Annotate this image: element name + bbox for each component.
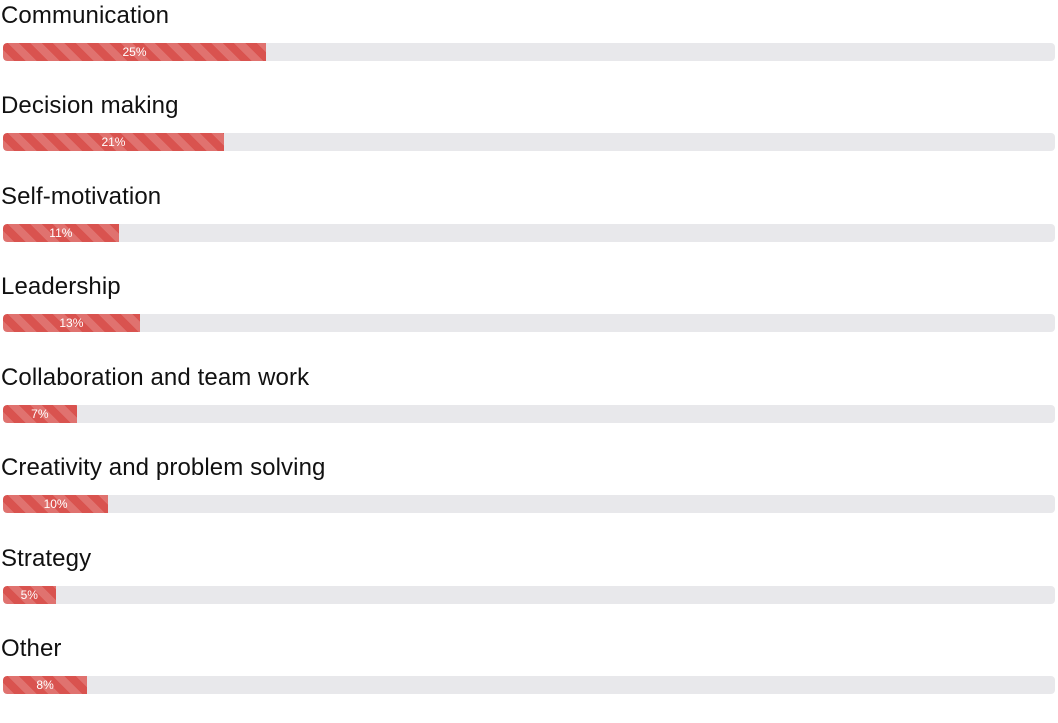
value-label: 5% <box>20 588 38 602</box>
skill-label: Decision making <box>1 92 179 119</box>
value-label: 11% <box>49 226 73 240</box>
progress-fill: 11% <box>3 224 119 242</box>
progress-track: 7% <box>3 405 1055 423</box>
progress-fill: 13% <box>3 314 140 332</box>
progress-track: 25% <box>3 43 1055 61</box>
value-label: 25% <box>122 45 147 59</box>
progress-track: 21% <box>3 133 1055 151</box>
skill-row: Collaboration and team work 7% <box>0 362 1058 452</box>
progress-fill: 21% <box>3 133 224 151</box>
value-label: 10% <box>43 497 68 511</box>
skill-label: Creativity and problem solving <box>1 454 326 481</box>
skill-row: Decision making 21% <box>0 90 1058 180</box>
progress-fill: 10% <box>3 495 109 513</box>
value-label: 7% <box>31 407 49 421</box>
value-label: 13% <box>59 316 84 330</box>
progress-track: 8% <box>3 676 1055 694</box>
progress-track: 13% <box>3 314 1055 332</box>
skill-label: Self-motivation <box>1 183 162 210</box>
skill-label: Strategy <box>1 545 92 572</box>
progress-track: 5% <box>3 586 1055 604</box>
skill-label: Leadership <box>1 273 121 300</box>
skill-row: Self-motivation 11% <box>0 181 1058 271</box>
skill-row: Strategy 5% <box>0 543 1058 633</box>
skill-label: Communication <box>1 2 170 29</box>
skill-row: Creativity and problem solving 10% <box>0 452 1058 542</box>
skill-row: Leadership 13% <box>0 271 1058 361</box>
skill-row: Other 8% <box>0 633 1058 723</box>
progress-track: 10% <box>3 495 1055 513</box>
skill-label: Collaboration and team work <box>1 364 310 391</box>
progress-fill: 5% <box>3 586 56 604</box>
progress-fill: 25% <box>3 43 266 61</box>
skill-label: Other <box>1 635 62 662</box>
progress-fill: 7% <box>3 405 77 423</box>
progress-track: 11% <box>3 224 1055 242</box>
value-label: 21% <box>101 135 126 149</box>
value-label: 8% <box>36 678 54 692</box>
skill-row: Communication 25% <box>0 0 1058 90</box>
progress-fill: 8% <box>3 676 88 694</box>
